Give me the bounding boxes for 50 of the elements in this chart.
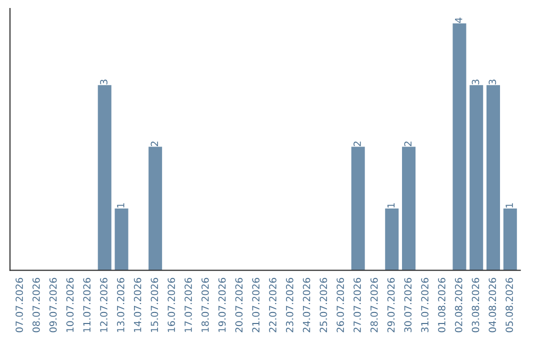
- x-tick-label: 22.07.2026: [269, 278, 276, 332]
- x-tick-label: 01.08.2026: [438, 278, 446, 332]
- x-tick-label: 10.07.2026: [66, 278, 74, 332]
- bar: [486, 85, 500, 270]
- x-tick-label: 31.07.2026: [421, 278, 428, 332]
- x-tick-label: 23.07.2026: [286, 278, 294, 332]
- x-tick-label: 27.07.2026: [354, 278, 361, 332]
- data-label: 3: [100, 80, 108, 84]
- x-tick-label: 28.07.2026: [370, 278, 378, 332]
- data-label: 1: [506, 203, 513, 208]
- x-tick-label: 08.07.2026: [32, 278, 40, 332]
- x-tick-label: 29.07.2026: [387, 278, 395, 332]
- x-tick-label: 05.08.2026: [506, 278, 513, 332]
- bar: [148, 146, 162, 270]
- x-tick-label: 13.07.2026: [116, 278, 124, 332]
- x-tick-label: 21.07.2026: [252, 278, 260, 332]
- x-tick-label: 11.07.2026: [83, 278, 91, 332]
- x-tick-label: 14.07.2026: [134, 278, 142, 332]
- bar: [98, 85, 112, 270]
- x-tick-label: 09.07.2026: [49, 278, 57, 332]
- bar: [385, 208, 399, 270]
- x-tick-label: 26.07.2026: [336, 278, 344, 332]
- x-tick-label: 17.07.2026: [184, 278, 192, 332]
- x-tick-label: 07.07.2026: [16, 278, 23, 332]
- x-tick-label: 20.07.2026: [235, 278, 243, 332]
- data-label: 2: [404, 142, 412, 146]
- data-label: 3: [472, 80, 480, 84]
- x-tick-label: 18.07.2026: [201, 278, 209, 332]
- bar: [470, 85, 484, 270]
- bar: [351, 146, 365, 270]
- bar: [114, 208, 128, 270]
- bar: [452, 23, 466, 270]
- bar: [402, 146, 416, 270]
- x-tick-label: 24.07.2026: [302, 278, 310, 332]
- data-label: 3: [488, 80, 496, 84]
- bar: [503, 208, 517, 270]
- data-label: 1: [117, 203, 124, 208]
- x-tick-label: 04.08.2026: [488, 278, 496, 332]
- x-tick-label: 15.07.2026: [150, 278, 158, 332]
- x-tick-label: 30.07.2026: [404, 278, 412, 332]
- data-label: 4: [455, 18, 462, 23]
- x-tick-label: 02.08.2026: [454, 278, 462, 332]
- data-label: 2: [150, 142, 158, 146]
- data-label: 1: [387, 203, 395, 208]
- x-tick-label: 25.07.2026: [320, 278, 328, 332]
- x-tick-label: 16.07.2026: [168, 278, 176, 332]
- x-tick-label: 19.07.2026: [218, 278, 226, 332]
- x-tick-label: 03.08.2026: [472, 278, 480, 332]
- x-tick-label: 12.07.2026: [100, 278, 108, 332]
- data-label: 2: [354, 142, 361, 146]
